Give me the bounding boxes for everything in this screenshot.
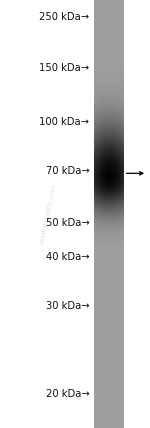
Text: 20 kDa→: 20 kDa→ bbox=[45, 389, 89, 399]
Text: 250 kDa→: 250 kDa→ bbox=[39, 12, 89, 22]
Text: 150 kDa→: 150 kDa→ bbox=[39, 62, 89, 73]
Text: 30 kDa→: 30 kDa→ bbox=[46, 301, 89, 311]
Text: 70 kDa→: 70 kDa→ bbox=[45, 166, 89, 176]
Text: 50 kDa→: 50 kDa→ bbox=[45, 217, 89, 228]
Text: 40 kDa→: 40 kDa→ bbox=[46, 252, 89, 262]
Text: www.ptglabc.com: www.ptglabc.com bbox=[39, 183, 57, 245]
Text: 100 kDa→: 100 kDa→ bbox=[39, 117, 89, 127]
